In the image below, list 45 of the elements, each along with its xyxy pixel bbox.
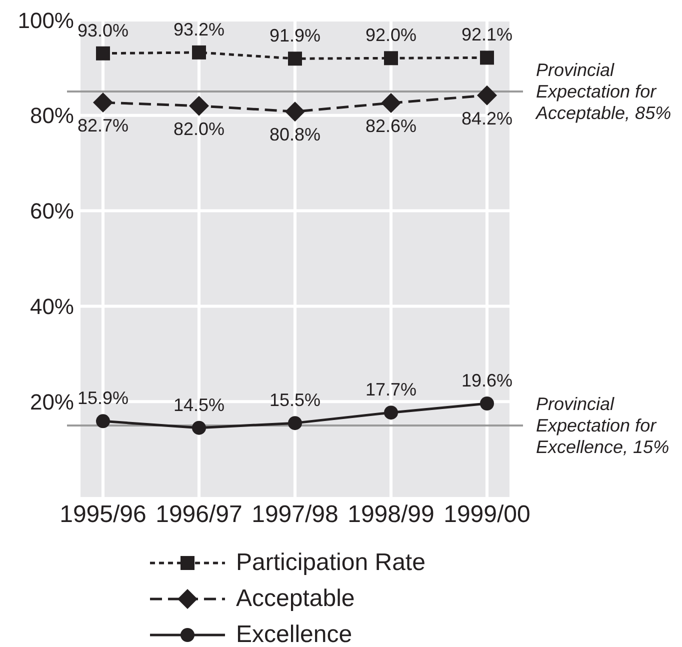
x-tick-label: 1995/96 [60, 501, 146, 528]
legend-label: Excellence [236, 621, 352, 647]
point [384, 406, 398, 420]
ref-line-label: Provincial Expectation for Acceptable, 85% [535, 60, 672, 124]
data-label: 15.5% [269, 390, 321, 410]
x-tick-label: 1998/99 [348, 501, 434, 528]
data-label: 91.9% [269, 26, 321, 46]
x-tick-label: 1999/00 [444, 501, 530, 528]
point [96, 414, 110, 428]
data-label: 80.8% [269, 124, 321, 145]
data-label: 15.9% [77, 388, 129, 408]
data-label: 93.2% [173, 19, 225, 40]
y-tick-label: 40% [30, 294, 74, 320]
point [96, 46, 110, 60]
point [381, 93, 401, 113]
point [192, 45, 206, 60]
ref-line-label: Provincial Expectation for Excellence, 15% [536, 394, 670, 457]
point [189, 96, 209, 116]
data-label: 19.6% [461, 370, 513, 391]
data-label: 17.7% [365, 380, 417, 400]
point [288, 52, 302, 66]
point [384, 51, 398, 66]
point [93, 92, 113, 113]
data-label: 93.0% [77, 20, 129, 40]
legend-label: Participation Rate [236, 549, 426, 577]
data-label: 82.0% [173, 118, 225, 139]
y-tick-label: 100% [18, 8, 74, 33]
data-label: 92.1% [461, 24, 513, 45]
point [192, 420, 206, 435]
point [480, 50, 494, 65]
point [285, 102, 305, 122]
data-label: 82.6% [365, 116, 417, 136]
point [288, 416, 302, 430]
x-tick-label: 1996/97 [156, 501, 242, 528]
data-label: 92.0% [365, 25, 417, 46]
y-tick-label: 60% [30, 198, 74, 224]
point [477, 85, 497, 106]
y-tick-label: 80% [30, 103, 74, 128]
point [480, 396, 494, 411]
data-label: 82.7% [77, 116, 129, 136]
x-tick-label: 1997/98 [252, 501, 338, 528]
y-tick-label: 20% [30, 389, 74, 414]
legend-label: Acceptable [236, 585, 355, 613]
data-label: 84.2% [461, 108, 513, 128]
data-label: 14.5% [173, 394, 225, 415]
